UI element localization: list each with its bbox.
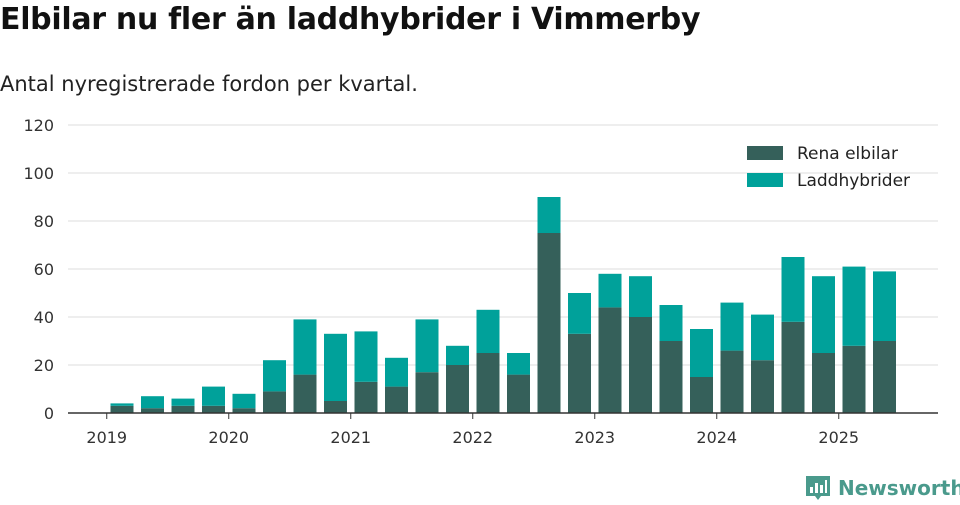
bar-segment-rena-elbilar	[385, 386, 408, 413]
y-tick-label: 20	[34, 356, 54, 375]
bar-segment-laddhybrider	[385, 357, 408, 387]
legend-swatch	[747, 173, 783, 187]
bar-segment-laddhybrider	[507, 353, 530, 375]
chart-subtitle: Antal nyregistrerade fordon per kvartal.	[0, 72, 418, 96]
y-tick-label: 80	[34, 212, 54, 231]
y-tick-label: 0	[44, 404, 54, 423]
bar-segment-laddhybrider	[690, 329, 713, 377]
bar-segment-laddhybrider	[263, 360, 286, 392]
y-tick-label: 40	[34, 308, 54, 327]
bar-segment-rena-elbilar	[842, 345, 866, 413]
y-tick-label: 60	[34, 260, 54, 279]
legend-label: Laddhybrider	[797, 171, 910, 191]
bar-segment-laddhybrider	[598, 273, 622, 308]
bar-segment-rena-elbilar	[415, 372, 439, 413]
bar-segment-laddhybrider	[537, 197, 561, 233]
bar-segment-laddhybrider	[446, 345, 469, 365]
bar-segment-laddhybrider	[659, 305, 683, 341]
bar-segment-rena-elbilar	[446, 365, 469, 413]
bar-segment-laddhybrider	[873, 271, 896, 341]
bar-segment-laddhybrider	[141, 396, 164, 409]
x-tick-label: 2023	[574, 428, 615, 447]
bar-segment-rena-elbilar	[354, 381, 378, 413]
bar-segment-rena-elbilar	[324, 401, 347, 413]
axis-layer: 0 20 40 60 80 100 120 2019 2020 2021 2022 2023 2024 2…	[23, 116, 938, 447]
legend: Rena elbilar Laddhybrider	[747, 144, 910, 191]
bar-segment-rena-elbilar	[141, 408, 164, 413]
bar-segment-laddhybrider	[232, 393, 256, 409]
bar-segment-rena-elbilar	[263, 391, 286, 413]
bar-segment-laddhybrider	[781, 257, 805, 322]
newsworthy-icon	[806, 476, 830, 500]
bar-layer	[110, 197, 896, 413]
bar-segment-rena-elbilar	[598, 307, 622, 413]
x-tick-label: 2025	[818, 428, 859, 447]
bar-segment-rena-elbilar	[751, 360, 774, 413]
bar-segment-laddhybrider	[751, 314, 774, 361]
bar-segment-rena-elbilar	[781, 321, 805, 413]
bar-segment-laddhybrider	[171, 398, 195, 406]
newsworthy-logo: Newsworthy	[804, 474, 960, 502]
x-tick-label: 2019	[86, 428, 127, 447]
bar-segment-rena-elbilar	[171, 405, 195, 413]
bar-segment-rena-elbilar	[202, 405, 225, 413]
bar-segment-laddhybrider	[293, 319, 317, 375]
bar-segment-rena-elbilar	[507, 374, 530, 413]
bar-segment-rena-elbilar	[110, 405, 134, 413]
x-tick-label: 2020	[208, 428, 249, 447]
bar-segment-laddhybrider	[324, 333, 347, 401]
bar-segment-laddhybrider	[629, 276, 652, 317]
chart-title: Elbilar nu fler än laddhybrider i Vimmer…	[0, 2, 701, 37]
bar-segment-laddhybrider	[720, 302, 744, 351]
bar-segment-rena-elbilar	[659, 341, 683, 413]
x-tick-label: 2021	[330, 428, 371, 447]
bar-segment-laddhybrider	[812, 276, 835, 353]
x-tick-label: 2024	[696, 428, 737, 447]
legend-label: Rena elbilar	[797, 144, 898, 164]
bar-segment-laddhybrider	[415, 319, 439, 373]
bar-segment-rena-elbilar	[720, 350, 744, 413]
bar-segment-rena-elbilar	[537, 233, 561, 413]
bar-segment-laddhybrider	[568, 293, 591, 334]
brand-name: Newsworthy	[838, 476, 960, 500]
bar-segment-rena-elbilar	[629, 317, 652, 413]
bar-segment-rena-elbilar	[812, 353, 835, 413]
bar-segment-rena-elbilar	[568, 333, 591, 413]
y-tick-label: 100	[23, 164, 54, 183]
y-tick-label: 120	[23, 116, 54, 135]
x-tick-label: 2022	[452, 428, 493, 447]
bar-segment-rena-elbilar	[476, 353, 500, 413]
bar-segment-rena-elbilar	[873, 341, 896, 413]
bar-segment-laddhybrider	[202, 386, 225, 406]
bar-segment-laddhybrider	[354, 331, 378, 382]
bar-segment-laddhybrider	[842, 266, 866, 346]
bar-segment-rena-elbilar	[293, 374, 317, 413]
bar-segment-laddhybrider	[110, 403, 134, 406]
bar-segment-laddhybrider	[476, 309, 500, 353]
legend-swatch	[747, 146, 783, 160]
bar-segment-rena-elbilar	[232, 408, 256, 413]
bar-segment-rena-elbilar	[690, 377, 713, 413]
